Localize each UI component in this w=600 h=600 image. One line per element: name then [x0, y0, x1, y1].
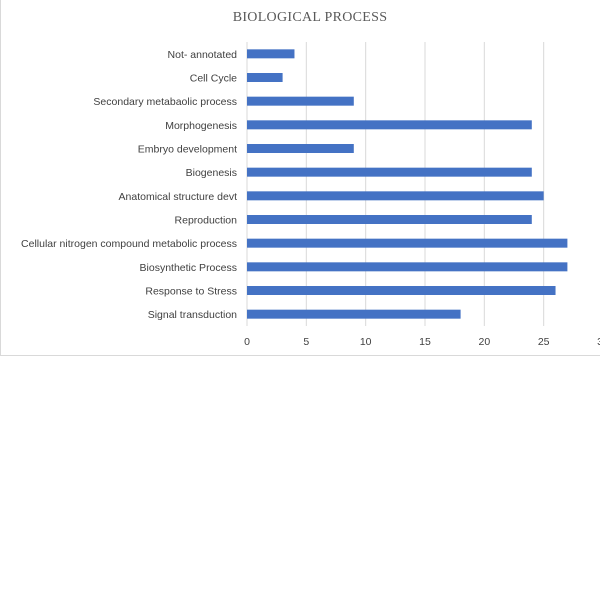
- category-label: Cell Cycle: [190, 73, 237, 85]
- bar: [247, 167, 532, 177]
- chart-title: BIOLOGICAL PROCESS: [232, 10, 388, 25]
- x-tick-label: 30: [597, 336, 600, 348]
- category-label: Morphogenesis: [165, 120, 237, 132]
- x-tick-labels: 0 5 10 15 20 25 30: [244, 336, 600, 348]
- category-label: Anatomical structure devt: [119, 191, 238, 203]
- x-tick-label: 5: [303, 336, 309, 348]
- category-label: Biosynthetic Process: [140, 262, 237, 274]
- bars: [247, 49, 568, 319]
- category-label: Biogenesis: [186, 167, 237, 179]
- category-label: Embryo development: [138, 144, 237, 156]
- x-tick-label: 15: [419, 336, 431, 348]
- x-tick-label: 20: [478, 336, 490, 348]
- bar-chart: Not- annotated Cell Cycle Secondary metaba…: [21, 42, 600, 348]
- bar: [247, 191, 544, 201]
- category-label: Secondary metabaolic process: [93, 96, 237, 108]
- bar: [247, 215, 532, 224]
- bar: [247, 286, 556, 295]
- category-label: Not- annotated: [168, 49, 238, 61]
- category-label: Cellular nitrogen compound metabolic pro…: [21, 238, 237, 250]
- category-label: Reproduction: [175, 215, 238, 227]
- bar: [247, 120, 532, 130]
- bar: [247, 238, 568, 248]
- bar: [247, 96, 354, 106]
- bar: [247, 144, 354, 153]
- category-label: Signal transduction: [148, 309, 237, 321]
- chart-frame: [0, 0, 600, 356]
- category-label: Response to Stress: [145, 286, 237, 298]
- grid-lines: [246, 42, 545, 326]
- bar: [247, 262, 568, 272]
- bar: [247, 73, 283, 82]
- x-tick-label: 25: [538, 336, 550, 348]
- x-tick-label: 10: [360, 336, 372, 348]
- x-tick-label: 0: [244, 336, 250, 348]
- bar: [247, 49, 295, 59]
- bar: [247, 309, 461, 319]
- category-labels: Not- annotated Cell Cycle Secondary metaba…: [21, 49, 237, 321]
